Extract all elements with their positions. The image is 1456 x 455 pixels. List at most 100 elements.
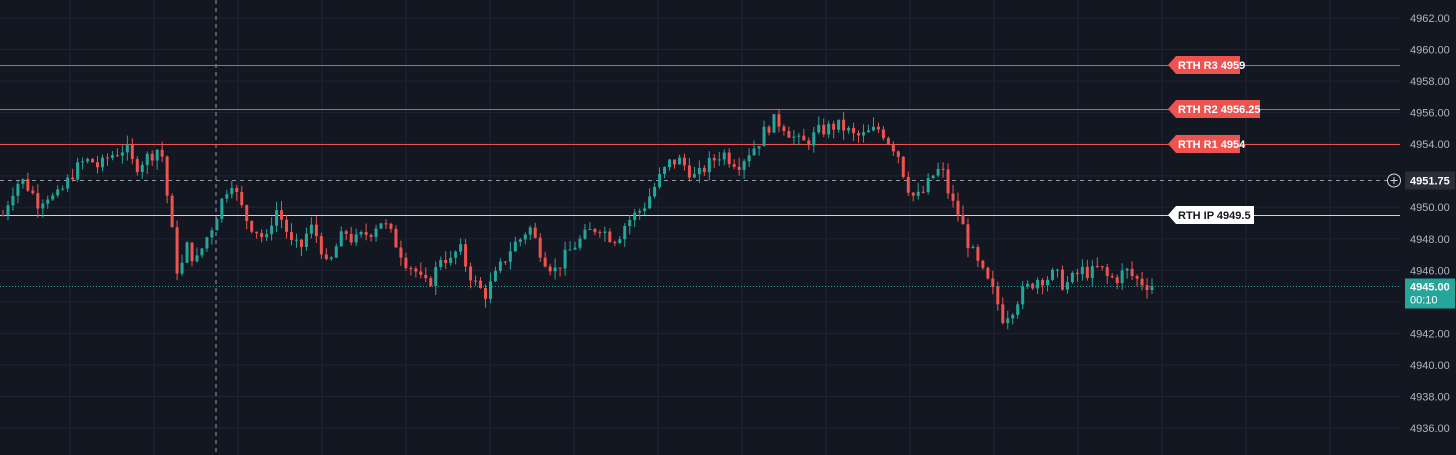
candle-body <box>220 198 224 220</box>
candle-body <box>792 136 796 138</box>
candle-body <box>1140 278 1144 286</box>
candle-body <box>643 208 647 211</box>
candle-body <box>110 155 114 158</box>
candle-body <box>1110 275 1114 278</box>
candle-body <box>876 126 880 130</box>
y-tick-label: 4950.00 <box>1410 202 1450 214</box>
candle-body <box>757 146 761 149</box>
candle-body <box>797 135 801 137</box>
candle-body <box>936 168 940 176</box>
candle-body <box>747 155 751 162</box>
candle-body <box>66 177 70 189</box>
candle-body <box>1145 285 1149 290</box>
candle-body <box>150 153 154 161</box>
candle-body <box>170 195 174 228</box>
candle-body <box>16 183 20 196</box>
candle-body <box>518 239 522 242</box>
candle-body <box>852 127 856 134</box>
candle-body <box>140 164 144 173</box>
y-tick-label: 4936.00 <box>1410 423 1450 435</box>
candle-body <box>1046 279 1050 286</box>
candle-body <box>817 124 821 133</box>
candle-body <box>195 255 199 262</box>
candle-body <box>668 159 672 168</box>
candle-body <box>175 227 179 274</box>
candle-body <box>31 190 35 194</box>
candle-body <box>135 159 139 173</box>
candle-body <box>598 232 602 234</box>
candle-body <box>901 156 905 177</box>
price-axis: 4962.004960.004958.004956.004954.004952.… <box>1410 13 1450 435</box>
candle-body <box>847 127 851 131</box>
level-tag-bg <box>1168 56 1240 74</box>
candle-body <box>1051 269 1055 280</box>
candle-body <box>528 227 532 235</box>
candle-body <box>663 167 667 174</box>
candle-body <box>1021 286 1025 305</box>
candle-body <box>976 247 980 261</box>
candle-body <box>911 192 915 196</box>
y-tick-label: 4940.00 <box>1410 360 1450 372</box>
price-tags[interactable]: RTH R3 4959 RTH R2 4956.25 RTH R1 4954 RTH … <box>1168 56 1455 309</box>
candle-body <box>1 215 5 217</box>
candle-body <box>523 234 527 240</box>
candle-body <box>319 236 323 255</box>
candle-body <box>1016 304 1020 315</box>
candle-body <box>1026 283 1030 287</box>
candle-body <box>215 219 219 231</box>
candle-body <box>772 114 776 133</box>
candle-body <box>294 239 298 241</box>
candle-body <box>832 123 836 130</box>
candle-body <box>379 223 383 229</box>
candle-body <box>265 234 269 238</box>
candle-body <box>1011 314 1015 319</box>
candle-body <box>807 140 811 146</box>
candle-body <box>419 271 423 275</box>
candle-body <box>971 247 975 249</box>
candle-body <box>289 231 293 241</box>
candle-body <box>165 156 169 196</box>
candle-body <box>285 219 289 232</box>
candle-body <box>374 228 378 237</box>
candle-body <box>444 259 448 264</box>
candle-body <box>255 231 259 234</box>
candle-body <box>687 165 691 178</box>
candle-body <box>449 257 453 264</box>
candle-body <box>513 241 517 252</box>
candle-body <box>329 257 333 259</box>
candle-body <box>1031 283 1035 289</box>
candle-body <box>1090 266 1094 279</box>
candle-body <box>1041 279 1045 286</box>
candle-body <box>1065 282 1069 290</box>
candle-body <box>384 223 388 225</box>
level-tag: RTH R2 4956.25 <box>1178 104 1261 116</box>
candle-body <box>717 159 721 161</box>
candle-body <box>742 161 746 170</box>
candle-body <box>459 244 463 252</box>
candle-body <box>981 260 985 268</box>
candle-body <box>1135 276 1139 279</box>
candle-body <box>369 234 373 237</box>
candle-body <box>762 126 766 147</box>
candle-body <box>91 158 95 163</box>
candle-body <box>991 278 995 287</box>
candle-body <box>1075 272 1079 275</box>
candle-body <box>120 152 124 156</box>
candle-body <box>613 242 617 244</box>
candle-body <box>533 227 537 238</box>
candle-body <box>493 270 497 282</box>
candle-body <box>399 247 403 258</box>
y-tick-label: 4946.00 <box>1410 265 1450 277</box>
crosshair-price-bg <box>1405 171 1455 190</box>
candle-body <box>314 224 318 237</box>
candle-body <box>1105 267 1109 276</box>
candle-body <box>464 244 468 267</box>
candle-body <box>125 144 129 153</box>
candle-body <box>752 148 756 156</box>
candle-body <box>727 152 731 165</box>
candle-body <box>6 205 10 216</box>
candle-body <box>424 274 428 279</box>
candle-body <box>11 195 15 206</box>
candle-body <box>235 188 239 192</box>
candle-body <box>961 214 965 225</box>
